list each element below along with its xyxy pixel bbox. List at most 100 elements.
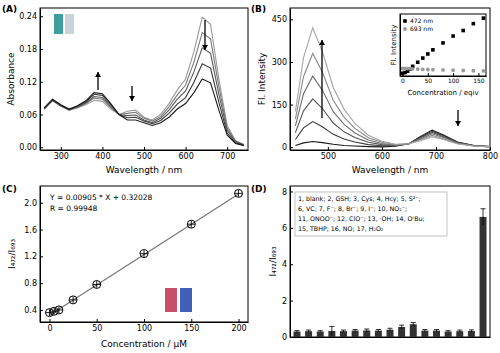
x-tick-mark [49,319,50,322]
y-tick: 0.12 [19,78,43,87]
point-cross [45,312,53,313]
y-tick-label: 450 [272,15,287,24]
x-tick: 150 [473,73,485,84]
legend-marker [403,19,407,23]
point-cross [93,284,101,285]
y-tick-label: 0.12 [19,78,37,87]
x-tick: 700 [429,147,444,161]
error-bar [376,330,381,332]
y-tick-label: 300 [272,58,287,67]
x-tick: 500 [321,147,336,161]
y-tick-mark [40,283,43,284]
y-tick-label: 0.24 [19,12,37,21]
inset-point [451,68,455,72]
x-axis-title: Wavelength / nm [106,165,183,175]
y-axis-title: Absorbance [6,52,16,106]
x-tick-label: 50 [425,77,433,84]
x-tick-label: 200 [231,324,246,333]
y-axis-line [40,9,41,151]
x-tick-label: 500 [321,152,336,161]
y-tick-label: 0.4 [24,306,37,315]
spectrum-line [295,99,490,147]
arrow-shaft [321,40,322,118]
data-point [235,189,243,197]
error-bar [457,330,462,332]
x-tick-label: 800 [483,152,498,161]
y-tick-mark [40,115,43,116]
y-tick: 0 [282,143,293,152]
inset-point [441,41,445,45]
x-tick: 600 [375,147,390,161]
error-bar-cap [481,208,486,209]
key-line: 6, VC; 7, F⁻; 8, Br⁻; 9, I⁻; 10, NO₂⁻; [298,205,407,212]
panel-title: (D) [251,184,267,194]
x-tick-label: 400 [95,152,110,161]
arrow-head [455,121,461,126]
y-tick-mark [290,301,293,302]
y-tick-label: 8 [282,188,287,197]
x-tick-mark [382,147,383,150]
x-tick-label: 700 [429,152,444,161]
figure: 3004005006007000.000.060.120.180.24(A)Wa… [0,0,500,353]
x-tick-mark [227,147,228,150]
x-axis-line [291,337,491,338]
x-tick-label: 700 [220,152,235,161]
error-bar-cap [411,322,416,323]
error-bar [411,322,416,326]
y-tick-mark [290,228,293,229]
y-tick: 8 [282,188,293,197]
data-point [93,280,101,288]
y-tick-label: 6 [282,224,287,233]
inset-background [400,14,486,76]
x-tick: 800 [483,147,498,161]
x-tick-label: 500 [137,152,152,161]
error-bar-cap [318,330,323,331]
x-tick-label: 600 [178,152,193,161]
x-tick: 700 [220,147,235,161]
panel-title: (A) [2,4,17,14]
y-tick-mark [290,105,293,106]
x-axis: 0 50 100 150 [401,73,487,84]
spectrum-line [44,48,244,145]
x-tick: 0 [47,319,52,333]
x-tick-mark [102,147,103,150]
x-tick-label: 100 [137,324,152,333]
x-tick: 100 [448,73,460,84]
key-frame [295,192,447,236]
y-axis: 0.000.060.120.180.24 [19,9,43,153]
error-bar [469,330,474,332]
arrow [202,20,208,50]
spectrum-line [44,79,244,146]
data-point [55,306,63,314]
y-axis-line [400,15,401,77]
x-tick: 200 [231,319,246,333]
arrow [455,110,461,126]
x-tick-mark [403,73,404,76]
error-bar-cap [306,330,311,331]
y-tick-mark [290,191,293,192]
x-tick-mark [144,147,145,150]
error-bar-line [483,209,484,225]
x-tick-label: 0 [401,77,405,84]
y-tick-mark [40,256,43,257]
error-bar-cap [364,328,369,329]
x-tick: 150 [184,319,199,333]
legend-marker [403,27,407,31]
y-axis: 02468 [282,187,293,343]
bar [445,332,452,337]
inset-point [461,29,465,33]
x-axis-title: Wavelength / nm [352,165,429,175]
inset-point [431,48,435,52]
legend: 472 nm693 nm [403,17,433,32]
cuvette-photo [54,14,63,34]
y-tick-mark [290,264,293,265]
bar [410,324,417,337]
y-tick-mark [40,16,43,17]
x-tick-label: 600 [375,152,390,161]
error-bar [364,329,369,332]
y-tick: 300 [272,58,293,67]
y-tick-mark [290,147,293,148]
y-tick-mark [290,337,293,338]
x-axis: 050100150200 [41,319,249,333]
y-axis-line [40,187,41,323]
